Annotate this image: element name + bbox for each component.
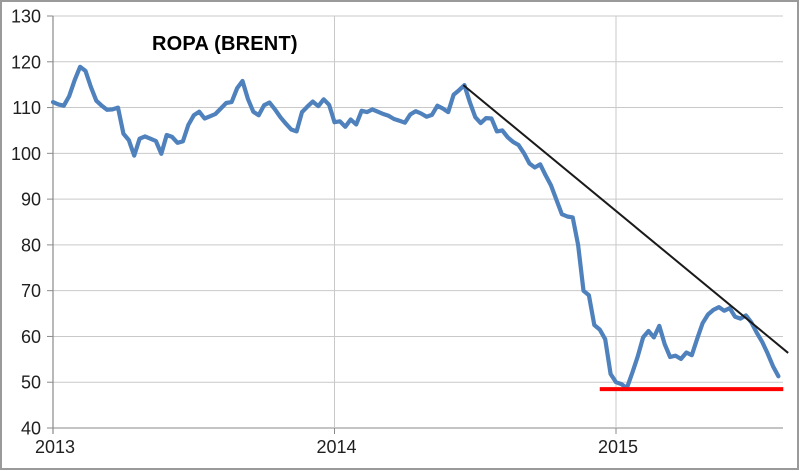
y-tick-label: 120 (11, 52, 41, 72)
y-tick-label: 110 (12, 98, 41, 118)
x-tick-label: 2014 (316, 437, 356, 457)
y-tick-label: 70 (21, 281, 41, 301)
chart-title: ROPA (BRENT) (152, 33, 298, 55)
trend-line (462, 84, 789, 354)
y-tick-label: 60 (21, 327, 41, 347)
y-tick-label: 100 (11, 144, 41, 164)
x-tick-label: 2013 (35, 437, 75, 457)
y-tick-label: 50 (21, 373, 41, 393)
price-line (50, 64, 781, 391)
y-tick-label: 40 (21, 419, 41, 439)
x-tick-label: 2015 (598, 437, 638, 457)
y-tick-label: 90 (21, 190, 41, 210)
y-tick-label: 80 (21, 235, 41, 255)
y-tick-label: 130 (11, 7, 41, 27)
